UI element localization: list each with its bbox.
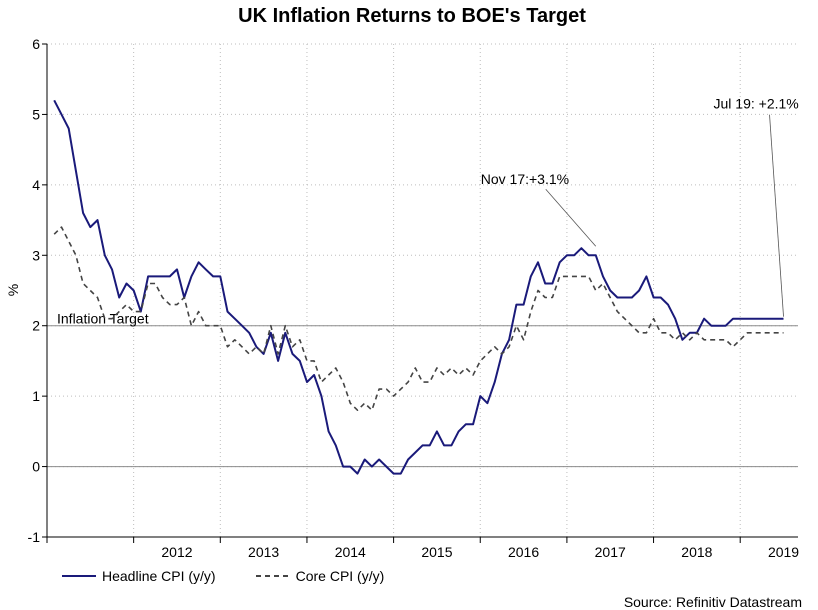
annotation-nov17: Nov 17:+3.1% <box>481 171 569 187</box>
axes <box>46 44 798 538</box>
legend-label-headline: Headline CPI (y/y) <box>102 568 216 584</box>
x-tick-label: 2013 <box>248 544 279 560</box>
y-tick-label: -1 <box>28 529 41 545</box>
y-tick-label: 2 <box>32 318 40 334</box>
headline-cpi-line <box>53 99 784 475</box>
y-tick-label: 6 <box>32 36 40 52</box>
y-tick-label: 5 <box>32 106 40 122</box>
x-tick-label: 2016 <box>508 544 539 560</box>
annotation-leader-jul19 <box>769 114 784 317</box>
y-ticks: -1 0 1 2 3 4 5 6 <box>28 36 47 545</box>
annotation-leader-nov17 <box>545 188 597 247</box>
legend: Headline CPI (y/y) Core CPI (y/y) <box>62 568 384 584</box>
x-tick-label: 2018 <box>681 544 712 560</box>
legend-solid-line-icon <box>62 575 96 577</box>
legend-dashed-line-icon <box>255 575 290 577</box>
reference-line-label: Inflation Target <box>57 311 149 327</box>
source-note: Source: Refinitiv Datastream <box>623 594 802 610</box>
y-tick-label: 4 <box>32 177 40 193</box>
y-tick-label: 3 <box>32 247 40 263</box>
x-tick-label: 2017 <box>595 544 626 560</box>
core-cpi-line <box>53 226 784 412</box>
chart-title: UK Inflation Returns to BOE's Target <box>238 5 586 27</box>
reference-lines: Inflation Target <box>47 311 798 468</box>
x-tick-label: 2012 <box>161 544 192 560</box>
x-tick-label: 2015 <box>421 544 452 560</box>
x-ticks: 2012 2013 2014 2015 2016 2017 2018 2019 <box>46 537 799 560</box>
annotation-jul19: Jul 19: +2.1% <box>714 96 799 112</box>
x-tick-label: 2014 <box>335 544 366 560</box>
y-axis-label: % <box>5 284 21 296</box>
legend-item-core: Core CPI (y/y) <box>255 568 385 584</box>
annotations: Nov 17:+3.1% Jul 19: +2.1% <box>481 96 799 317</box>
x-tick-label: 2019 <box>768 544 799 560</box>
legend-label-core: Core CPI (y/y) <box>295 568 385 584</box>
series-group <box>53 99 784 475</box>
y-tick-label: 0 <box>32 459 40 475</box>
legend-item-headline: Headline CPI (y/y) <box>62 568 216 584</box>
y-tick-label: 1 <box>32 388 40 404</box>
